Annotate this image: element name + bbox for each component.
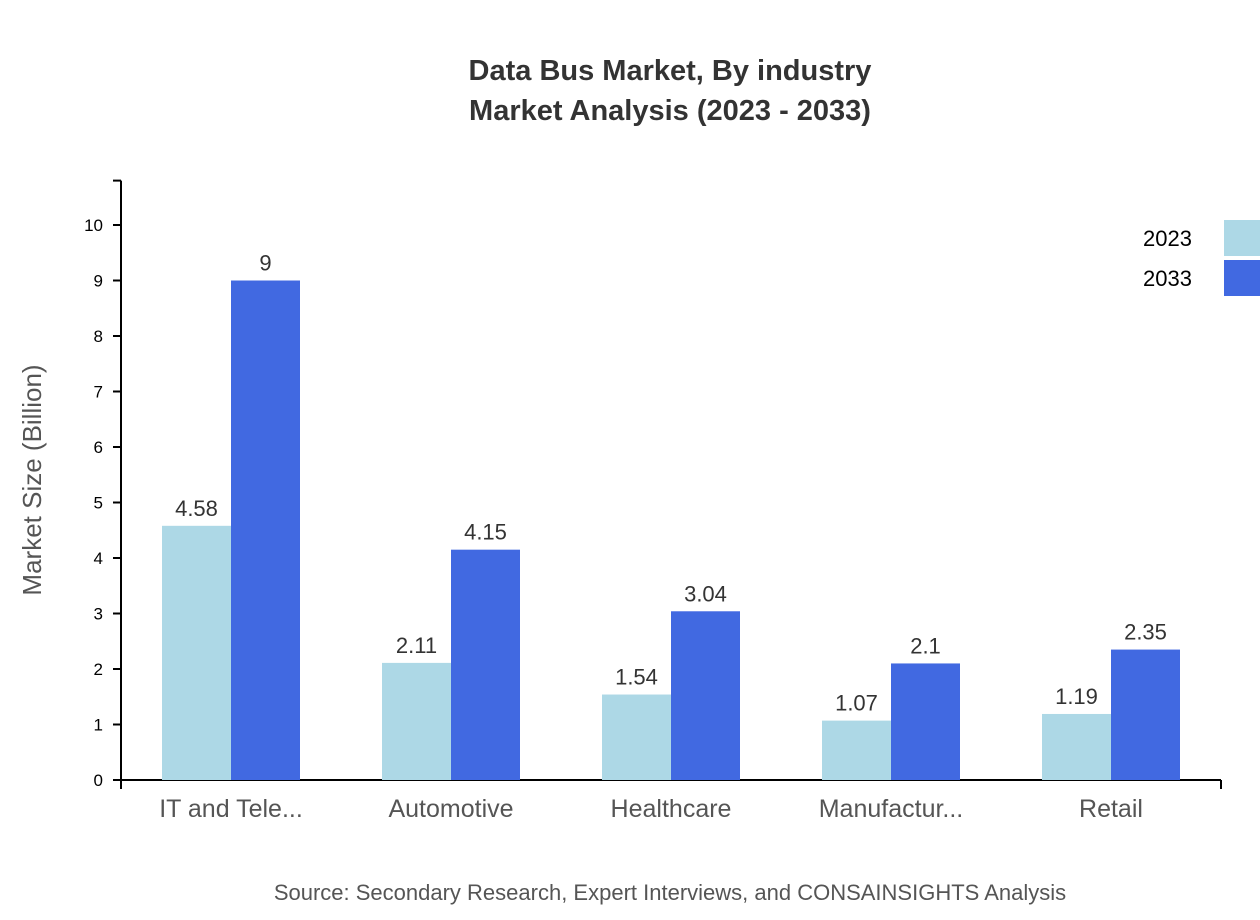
y-tick-label: 0 bbox=[94, 771, 103, 790]
y-tick-label: 8 bbox=[94, 327, 103, 346]
data-label: 1.07 bbox=[835, 691, 878, 716]
y-tick-label: 2 bbox=[94, 660, 103, 679]
bar-2023 bbox=[822, 720, 891, 780]
y-tick-label: 6 bbox=[94, 438, 103, 457]
data-label: 2.35 bbox=[1124, 620, 1167, 645]
y-tick-label: 7 bbox=[94, 383, 103, 402]
legend-swatch bbox=[1224, 220, 1260, 256]
y-tick-label: 1 bbox=[94, 716, 103, 735]
y-tick-label: 3 bbox=[94, 605, 103, 624]
data-label: 9 bbox=[259, 251, 271, 276]
source-note: Source: Secondary Research, Expert Inter… bbox=[274, 880, 1066, 905]
y-tick-label: 9 bbox=[94, 272, 103, 291]
y-tick-label: 5 bbox=[94, 494, 103, 513]
data-label: 1.54 bbox=[615, 665, 658, 690]
data-label: 1.19 bbox=[1055, 684, 1098, 709]
y-tick-label: 10 bbox=[84, 216, 103, 235]
data-label: 2.11 bbox=[396, 633, 437, 658]
data-label: 4.15 bbox=[464, 520, 507, 545]
bar-2033 bbox=[891, 663, 960, 780]
bar-2033 bbox=[451, 549, 520, 780]
x-tick-label: IT and Tele... bbox=[159, 795, 303, 823]
bar-2033 bbox=[231, 280, 300, 780]
bar-2023 bbox=[602, 694, 671, 780]
legend-label: 2023 bbox=[1143, 226, 1192, 251]
bar-2023 bbox=[162, 525, 231, 780]
y-tick-label: 4 bbox=[94, 549, 103, 568]
x-tick-label: Healthcare bbox=[611, 795, 732, 823]
bar-2023 bbox=[1042, 713, 1111, 780]
chart-title: Data Bus Market, By industry bbox=[469, 55, 872, 87]
bar-2023 bbox=[382, 662, 451, 780]
data-label: 4.58 bbox=[175, 496, 218, 521]
x-tick-label: Manufactur... bbox=[819, 795, 964, 823]
data-label: 2.1 bbox=[910, 633, 941, 658]
data-label: 3.04 bbox=[684, 581, 727, 606]
chart-subtitle: Market Analysis (2023 - 2033) bbox=[469, 95, 871, 127]
x-tick-label: Automotive bbox=[388, 795, 513, 823]
legend-label: 2033 bbox=[1143, 266, 1192, 291]
legend-swatch bbox=[1224, 260, 1260, 296]
bar-2033 bbox=[1111, 649, 1180, 780]
y-axis-label: Market Size (Billion) bbox=[17, 364, 47, 595]
x-tick-label: Retail bbox=[1079, 795, 1143, 823]
bar-2033 bbox=[671, 611, 740, 780]
